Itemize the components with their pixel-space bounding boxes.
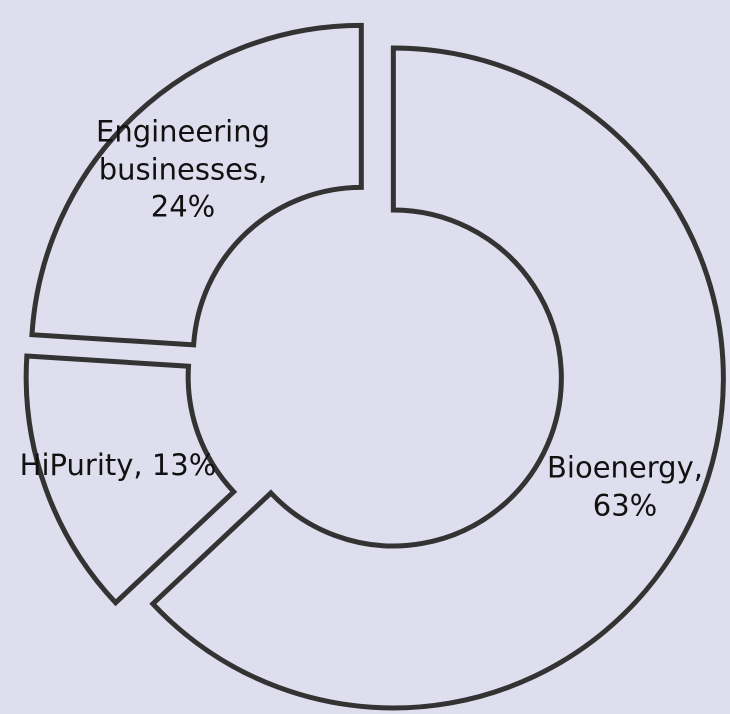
segment-label: Engineering businesses, 24% (96, 114, 270, 224)
donut-segment (23, 353, 238, 607)
donut-segment (29, 22, 364, 348)
segment-label: Bioenergy, 63% (547, 450, 703, 522)
segment-label: HiPurity, 13% (19, 448, 217, 483)
donut-segment (149, 45, 726, 711)
